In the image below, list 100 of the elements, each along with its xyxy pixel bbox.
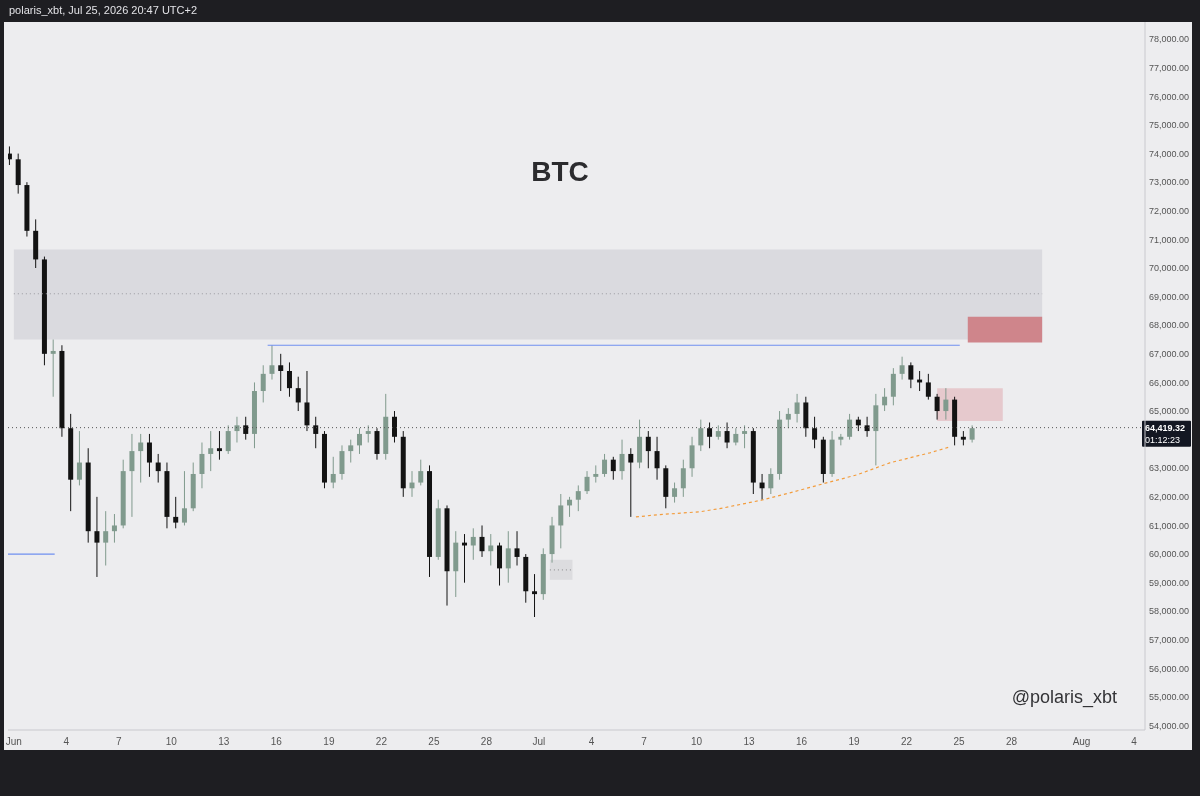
candlestick bbox=[181, 470, 187, 526]
candlestick bbox=[908, 361, 914, 389]
candlestick bbox=[356, 427, 362, 455]
x-tick-label: 10 bbox=[690, 736, 703, 748]
candlestick bbox=[339, 444, 345, 481]
candlestick bbox=[304, 370, 310, 432]
candlestick bbox=[330, 456, 336, 489]
candlestick bbox=[313, 416, 319, 449]
candlestick bbox=[899, 356, 905, 381]
x-tick-label: 10 bbox=[165, 736, 178, 748]
candlestick bbox=[208, 430, 214, 472]
candlestick bbox=[575, 484, 581, 512]
y-tick-label: 66,000.00 bbox=[1149, 377, 1190, 388]
candlestick bbox=[497, 542, 503, 587]
candlestick bbox=[882, 387, 888, 412]
x-tick-label: 16 bbox=[270, 736, 283, 748]
candlestick bbox=[742, 424, 748, 449]
x-tick-label: 7 bbox=[641, 736, 648, 748]
candlestick bbox=[619, 439, 625, 481]
candlestick bbox=[269, 344, 275, 381]
candlestick bbox=[654, 436, 660, 481]
text: 01:12:23 bbox=[1145, 434, 1181, 445]
y-tick-label: 56,000.00 bbox=[1149, 663, 1190, 674]
x-tick-label: 28 bbox=[480, 736, 493, 748]
y-tick-label: 78,000.00 bbox=[1149, 34, 1190, 45]
candlestick bbox=[812, 416, 818, 449]
candlestick bbox=[864, 416, 870, 438]
candlestick bbox=[111, 513, 117, 544]
x-tick-label: 22 bbox=[900, 736, 913, 748]
x-tick-label: 19 bbox=[848, 736, 860, 748]
candlestick bbox=[129, 433, 135, 518]
candlestick bbox=[8, 145, 12, 166]
y-tick-label: 70,000.00 bbox=[1149, 263, 1190, 274]
candlestick bbox=[645, 430, 651, 469]
candlestick bbox=[680, 459, 686, 498]
candlestick bbox=[610, 456, 616, 481]
candlestick bbox=[943, 387, 949, 421]
candlestick bbox=[514, 530, 520, 567]
x-tick-label: 4 bbox=[588, 736, 595, 748]
candlestick bbox=[146, 433, 152, 478]
candlestick bbox=[768, 467, 774, 495]
candlestick bbox=[707, 421, 713, 449]
candlestick bbox=[532, 573, 538, 618]
y-tick-label: 67,000.00 bbox=[1149, 349, 1190, 360]
candlestick bbox=[392, 410, 397, 444]
ref-line-label: 64,419.32 bbox=[1145, 422, 1186, 433]
candlestick bbox=[488, 533, 494, 567]
x-tick-label: Aug bbox=[1072, 736, 1091, 748]
y-tick-label: 74,000.00 bbox=[1149, 148, 1190, 159]
candlestick bbox=[890, 367, 896, 406]
y-tick-label: 77,000.00 bbox=[1149, 62, 1190, 73]
y-tick-label: 54,000.00 bbox=[1149, 720, 1190, 731]
candlestick bbox=[94, 496, 100, 578]
candlestick bbox=[234, 416, 240, 444]
candlestick bbox=[628, 447, 634, 518]
y-tick-label: 65,000.00 bbox=[1149, 406, 1190, 417]
candlestick bbox=[225, 424, 231, 455]
candlestick bbox=[374, 427, 380, 461]
annotation: @polaris_xbt bbox=[1011, 687, 1117, 707]
y-tick-label: 58,000.00 bbox=[1149, 606, 1190, 617]
candlestick bbox=[689, 436, 695, 478]
candlestick bbox=[672, 482, 678, 504]
candlestick bbox=[286, 361, 292, 398]
y-tick-label: 73,000.00 bbox=[1149, 177, 1190, 188]
candlestick bbox=[925, 373, 931, 401]
candlestick bbox=[584, 470, 590, 495]
candlestick bbox=[794, 393, 800, 423]
y-tick-label: 60,000.00 bbox=[1149, 549, 1190, 560]
y-tick-label: 75,000.00 bbox=[1149, 120, 1190, 131]
candlestick bbox=[479, 524, 485, 558]
y-tick-label: 63,000.00 bbox=[1149, 463, 1190, 474]
text: BTC bbox=[531, 156, 589, 187]
candlestick bbox=[470, 527, 476, 561]
x-tick-label: 13 bbox=[743, 736, 755, 748]
candlestick bbox=[260, 364, 266, 403]
x-tick-label: 28 bbox=[1005, 736, 1018, 748]
y-tick-label: 76,000.00 bbox=[1149, 91, 1190, 102]
candlestick bbox=[934, 393, 940, 421]
candlestick bbox=[155, 453, 161, 484]
candlestick bbox=[558, 493, 564, 549]
text: polaris_xbt, Jul 25, 2026 20:47 UTC+2 bbox=[9, 4, 198, 17]
y-tick-label: 55,000.00 bbox=[1149, 692, 1190, 703]
x-tick-label: 4 bbox=[63, 736, 70, 748]
x-tick-label: 25 bbox=[428, 736, 440, 748]
x-tick-label: 22 bbox=[375, 736, 388, 748]
y-tick-label: 69,000.00 bbox=[1149, 291, 1190, 302]
x-tick-label: 16 bbox=[795, 736, 808, 748]
candlestick bbox=[785, 407, 791, 429]
x-tick-label: 7 bbox=[116, 736, 123, 748]
candlestick bbox=[602, 453, 608, 478]
x-tick-label: Jun bbox=[5, 736, 22, 748]
candlestick bbox=[847, 413, 853, 441]
candlestick bbox=[295, 376, 301, 412]
x-tick-label: 19 bbox=[323, 736, 335, 748]
candlestick bbox=[505, 530, 511, 584]
candlestick bbox=[103, 510, 109, 567]
y-tick-label: 61,000.00 bbox=[1149, 520, 1190, 531]
x-tick-label: 13 bbox=[218, 736, 230, 748]
candlestick bbox=[173, 496, 179, 529]
y-tick-label: 57,000.00 bbox=[1149, 635, 1190, 646]
